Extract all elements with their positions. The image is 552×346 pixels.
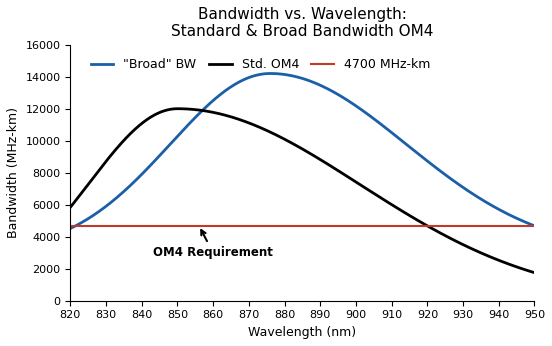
X-axis label: Wavelength (nm): Wavelength (nm) (248, 326, 357, 339)
Y-axis label: Bandwidth (MHz-km): Bandwidth (MHz-km) (7, 107, 20, 238)
Title: Bandwidth vs. Wavelength:
Standard & Broad Bandwidth OM4: Bandwidth vs. Wavelength: Standard & Bro… (171, 7, 434, 39)
Text: OM4 Requirement: OM4 Requirement (153, 230, 273, 260)
Legend: "Broad" BW, Std. OM4, 4700 MHz-km: "Broad" BW, Std. OM4, 4700 MHz-km (86, 54, 436, 76)
